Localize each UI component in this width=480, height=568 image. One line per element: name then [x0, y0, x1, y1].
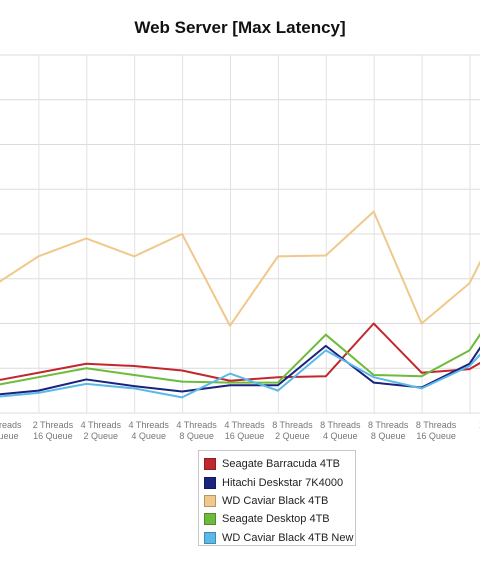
x-tick-label: 16 [479, 420, 480, 430]
series-line-2 [0, 344, 480, 396]
x-tick-label: 4 Threads [129, 420, 170, 430]
legend-swatch [204, 476, 216, 489]
legend: Seagate Barracuda 4TB Hitachi Deskstar 7K… [198, 450, 356, 546]
series-line-5 [0, 349, 480, 399]
x-tick-label: 8 Queue [179, 431, 214, 441]
x-tick-label: 16 Queue [416, 431, 456, 441]
series-line-1 [0, 322, 480, 382]
x-tick-label: 8 Queue [371, 431, 406, 441]
x-tick-label: 4 Threads [176, 420, 217, 430]
x-tick-label: 8 Threads [416, 420, 457, 430]
legend-item: WD Caviar Black 4TB New [199, 529, 355, 547]
legend-swatch [204, 494, 216, 507]
legend-item: Hitachi Deskstar 7K4000 [199, 473, 355, 491]
legend-swatch [204, 513, 216, 526]
x-tick-label: 16 Queue [33, 431, 73, 441]
x-tick-label: Threads [0, 420, 22, 430]
legend-swatch [204, 458, 216, 471]
series-lines [0, 210, 480, 399]
x-tick-label: 4 Queue [131, 431, 166, 441]
legend-label: WD Caviar Black 4TB [222, 494, 329, 507]
x-tick-label: 8 Threads [368, 420, 409, 430]
x-tick-label: 2 Queue [84, 431, 119, 441]
x-tick-label: 8 Threads [320, 420, 361, 430]
legend-label: WD Caviar Black 4TB New [222, 531, 354, 544]
x-tick-label: Queue [0, 431, 19, 441]
legend-label: Hitachi Deskstar 7K4000 [222, 476, 344, 489]
legend-item: WD Caviar Black 4TB [199, 492, 355, 510]
x-tick-label: 4 Threads [224, 420, 265, 430]
x-tick-label: 8 Threads [272, 420, 313, 430]
legend-label: Seagate Barracuda 4TB [222, 458, 341, 471]
legend-item: Seagate Desktop 4TB [199, 510, 355, 528]
grid [0, 54, 480, 414]
series-line-3 [0, 210, 480, 327]
x-tick-label: 16 Queue [225, 431, 265, 441]
chart-title: Web Server [Max Latency] [134, 18, 346, 37]
x-tick-label: 2 Threads [33, 420, 74, 430]
legend-item: Seagate Barracuda 4TB [199, 455, 355, 473]
legend-label: Seagate Desktop 4TB [222, 513, 330, 526]
x-tick-label: 4 Threads [81, 420, 122, 430]
x-tick-label: 2 Queue [275, 431, 310, 441]
series-line-4 [0, 332, 480, 386]
legend-swatch [204, 531, 216, 544]
x-tick-label: 4 Queue [323, 431, 358, 441]
